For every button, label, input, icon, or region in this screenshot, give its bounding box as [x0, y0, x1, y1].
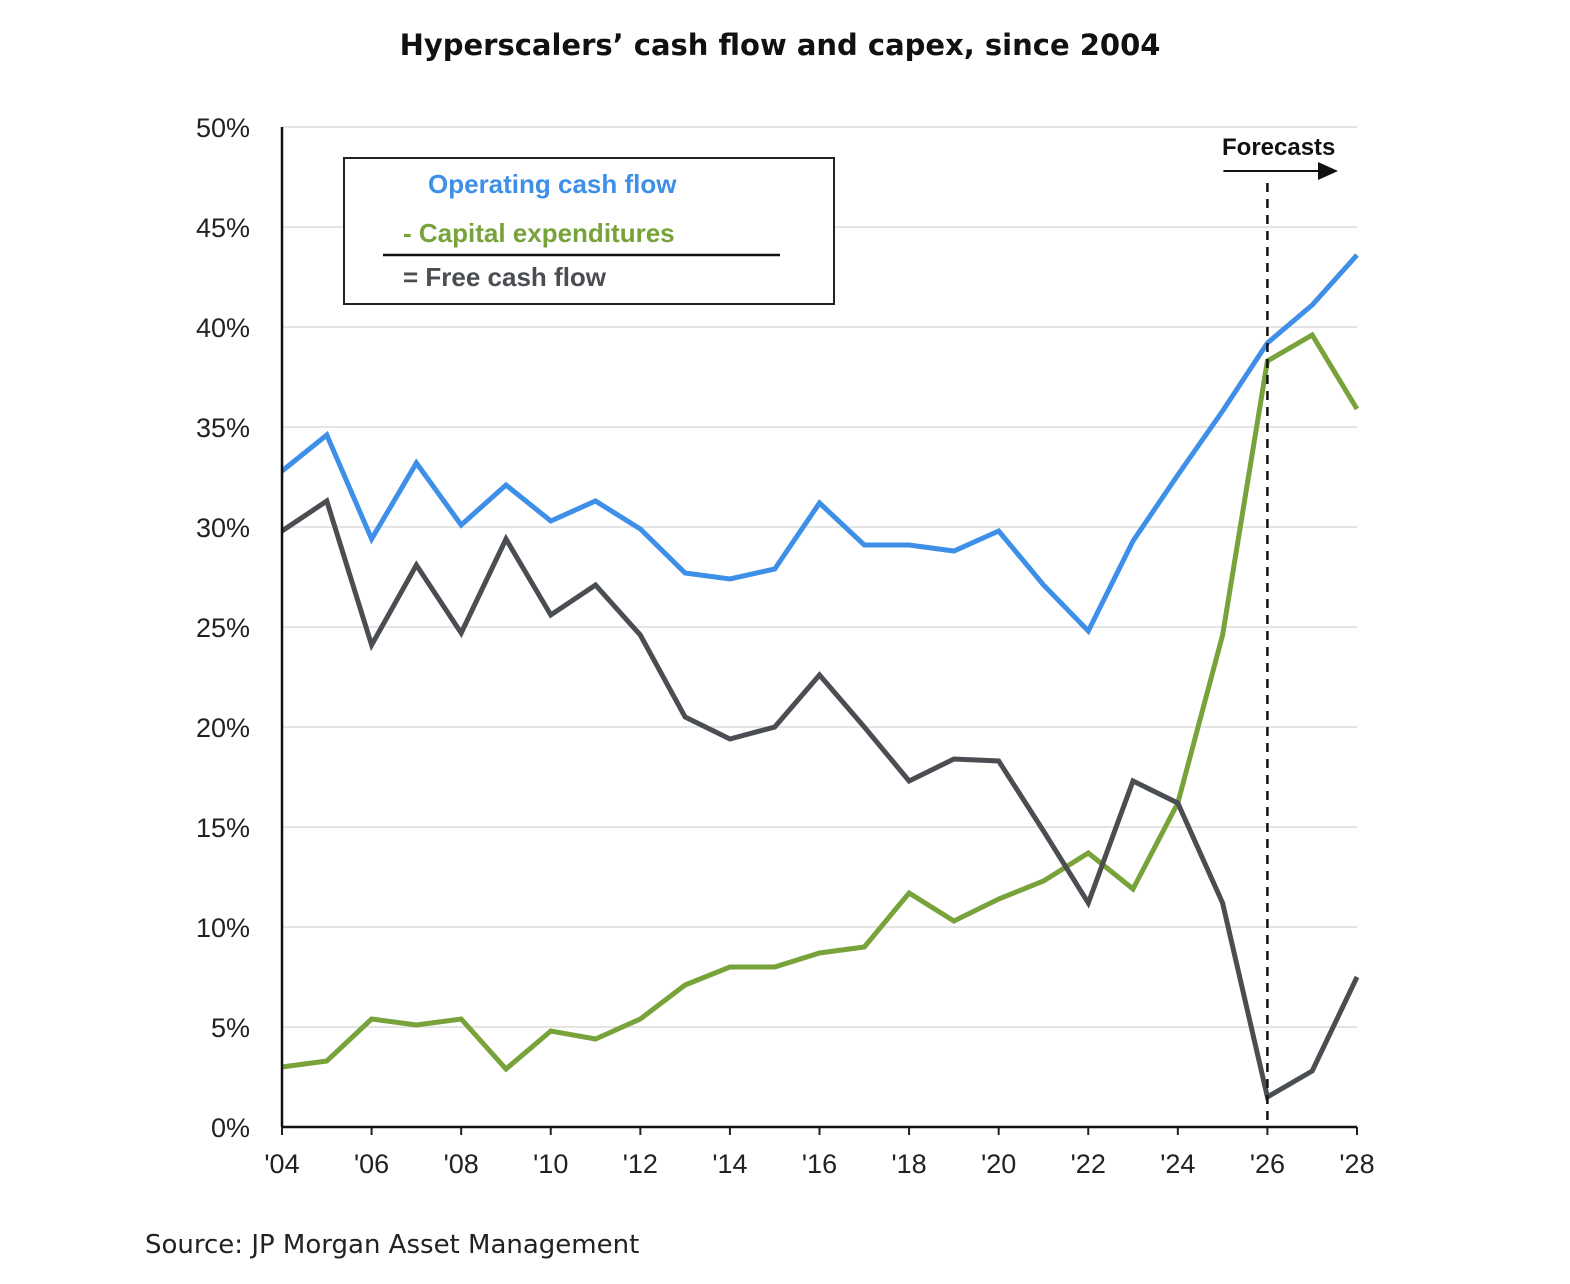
x-tick-label: '24 — [1160, 1149, 1195, 1179]
forecast-arrow-head — [1318, 162, 1338, 180]
legend-label-capital-expenditures: - Capital expenditures — [403, 218, 675, 248]
x-tick-label: '22 — [1071, 1149, 1106, 1179]
y-tick-label: 10% — [196, 913, 250, 943]
y-tick-label: 45% — [196, 213, 250, 243]
x-tick-label: '06 — [354, 1149, 389, 1179]
legend: Operating cash flow - Capital expenditur… — [343, 157, 835, 305]
free-cash-flow-line — [280, 497, 1360, 1101]
x-tick-label: '14 — [712, 1149, 747, 1179]
x-axis-ticks: '04 '06 '08 '10 '12 '14 '16 '18 '20 '22 '24 '26 '28 — [264, 1127, 1375, 1179]
operating-cash-flow-line — [280, 253, 1359, 636]
legend-label-free-cash-flow: = Free cash flow — [403, 262, 607, 292]
y-tick-label: 20% — [196, 713, 250, 743]
legend-label-operating-cash-flow: Operating cash flow — [428, 169, 677, 199]
y-tick-label: 30% — [196, 513, 250, 543]
x-tick-label: '16 — [802, 1149, 837, 1179]
axes — [280, 127, 1357, 1129]
x-tick-label: '20 — [981, 1149, 1016, 1179]
y-tick-label: 50% — [196, 113, 250, 143]
y-tick-label: 0% — [211, 1113, 250, 1143]
forecast-annotation: Forecasts — [1222, 134, 1338, 1127]
chart-title: Hyperscalers’ cash flow and capex, since… — [399, 28, 1161, 62]
x-tick-label: '18 — [891, 1149, 926, 1179]
forecast-label: Forecasts — [1222, 134, 1335, 161]
y-tick-label: 15% — [196, 813, 250, 843]
x-tick-label: '10 — [533, 1149, 568, 1179]
y-tick-label: 25% — [196, 613, 250, 643]
y-tick-label: 40% — [196, 313, 250, 343]
x-tick-label: '12 — [623, 1149, 658, 1179]
x-tick-label: '28 — [1339, 1149, 1374, 1179]
y-axis-ticks: 0% 5% 10% 15% 20% 25% 30% 35% 40% 45% 50% — [196, 113, 250, 1143]
x-tick-label: '08 — [444, 1149, 479, 1179]
y-tick-label: 35% — [196, 413, 250, 443]
y-tick-label: 5% — [211, 1013, 250, 1043]
x-tick-label: '26 — [1250, 1149, 1285, 1179]
source-note: Source: JP Morgan Asset Management — [145, 1230, 640, 1260]
x-tick-label: '04 — [264, 1149, 299, 1179]
legend-box — [343, 157, 835, 305]
series-lines — [280, 253, 1360, 1101]
